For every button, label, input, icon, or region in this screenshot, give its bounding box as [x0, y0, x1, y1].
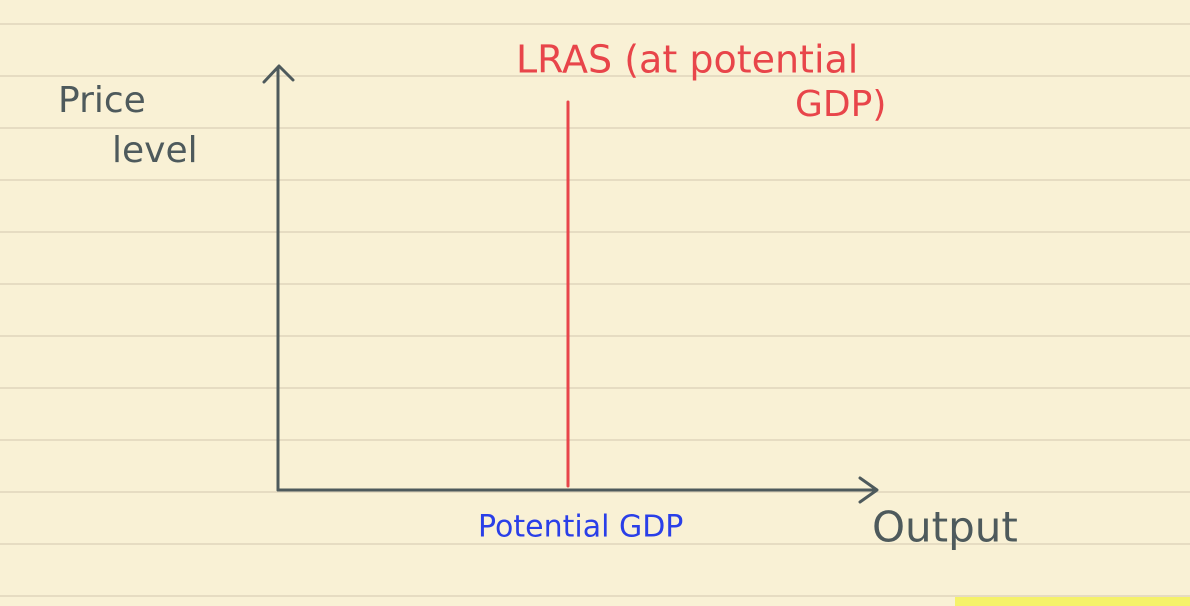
y-arrow [262, 64, 295, 84]
curve-label: LRAS (at potential [516, 38, 858, 82]
ruled-lines [0, 23, 1190, 597]
highlight [955, 597, 1190, 606]
axes [262, 64, 879, 504]
curve-label: GDP) [795, 84, 886, 125]
x-arrow [858, 476, 879, 504]
x-marker-label: Potential GDP [478, 510, 683, 545]
x-axis-label: Output [872, 503, 1018, 552]
y-axis-label: Price [58, 80, 146, 121]
y-axis-label: level [112, 130, 198, 171]
